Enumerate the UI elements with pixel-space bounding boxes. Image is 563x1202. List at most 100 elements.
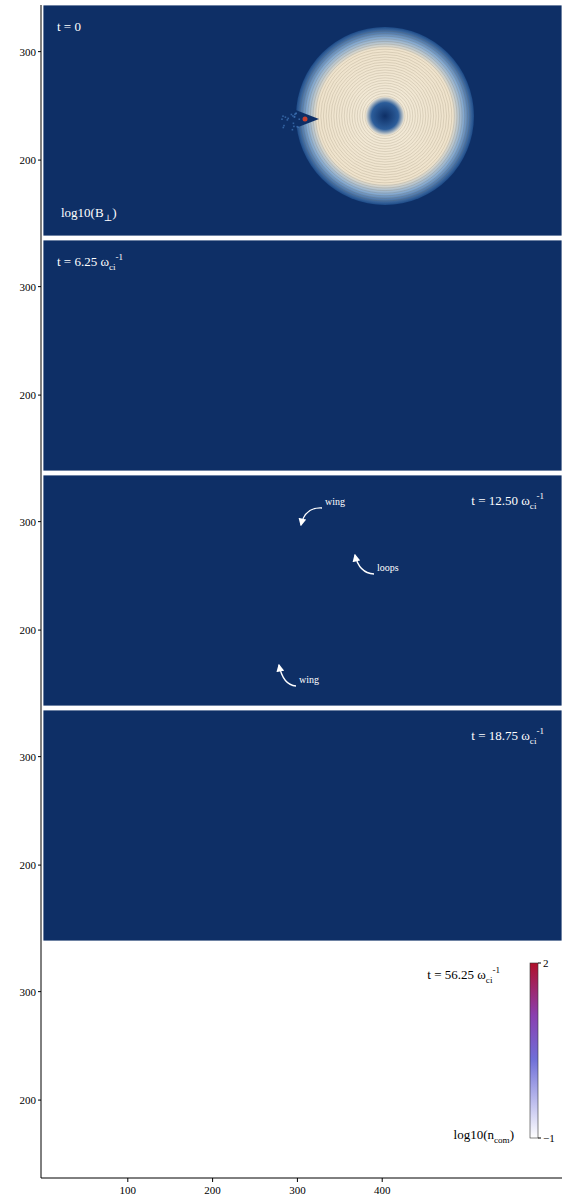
speckle	[283, 125, 285, 127]
label-text: t = 18.75 ω	[471, 728, 530, 743]
colorbar-tick-label: 2	[543, 957, 549, 969]
panel	[43, 5, 562, 236]
x-tick	[212, 1178, 213, 1182]
y-tick-label: 300	[20, 751, 37, 763]
panel-background	[43, 475, 562, 706]
annotation: wing	[325, 496, 345, 507]
annotation-arrow	[301, 508, 322, 525]
field-line	[360, 91, 410, 141]
panel	[43, 710, 562, 943]
field-line	[336, 67, 433, 164]
speckle	[291, 114, 293, 116]
speckle	[287, 119, 289, 121]
annotation: wing	[299, 674, 319, 685]
colorbar-tick-label: −1	[543, 1132, 555, 1144]
panel-background	[43, 5, 562, 236]
panel-border	[43, 710, 562, 941]
label-sup: -1	[536, 726, 544, 736]
label-sub: ci	[109, 262, 116, 272]
y-tick-label: 200	[20, 389, 37, 401]
colorbar-tick	[538, 1138, 541, 1139]
x-tick-label: 100	[120, 1184, 137, 1196]
panel-background	[43, 240, 562, 471]
field-line	[362, 93, 407, 138]
x-tick-label: 400	[374, 1184, 391, 1196]
field-line	[349, 80, 420, 151]
field-line	[310, 41, 459, 190]
label-text: t = 0	[57, 19, 81, 34]
notch-spot	[303, 117, 308, 122]
label: t = 12.50 ωci-1	[471, 491, 544, 511]
notch	[293, 109, 319, 129]
annotation-arrow	[279, 665, 296, 686]
speckle	[293, 123, 295, 125]
x-tick-label: 200	[204, 1184, 221, 1196]
field-line	[313, 44, 457, 188]
field-line	[305, 36, 465, 196]
label-sub: ci	[530, 501, 537, 511]
y-axis	[41, 5, 42, 1178]
label-text: log10(n	[454, 1127, 495, 1142]
label: t = 56.25 ωci-1	[427, 965, 500, 985]
label: log10(B⊥)	[61, 205, 117, 223]
speckle	[294, 114, 296, 116]
y-tick-label: 300	[20, 986, 37, 998]
speckle	[285, 116, 287, 118]
panel-background	[43, 945, 562, 1176]
annotation-arrow	[355, 555, 374, 574]
y-tick-label: 200	[20, 154, 37, 166]
label-text: t = 56.25 ω	[427, 967, 486, 982]
y-tick-label: 200	[20, 859, 37, 871]
label-sub: com	[494, 1135, 510, 1145]
field-line	[318, 49, 452, 183]
speckle	[292, 129, 294, 131]
field-line	[355, 86, 416, 147]
x-tick	[127, 1178, 128, 1182]
field-line	[316, 47, 455, 186]
panel-border	[43, 475, 562, 706]
panel	[43, 945, 562, 1176]
field-line	[329, 60, 442, 173]
figure: 200300t = 0log10(B⊥)200300t = 6.25 ωci-1…	[0, 0, 563, 1202]
speckle	[293, 126, 295, 128]
x-tick-label: 300	[289, 1184, 306, 1196]
label-text: t = 12.50 ω	[471, 493, 530, 508]
label-text: log10(B	[61, 205, 104, 220]
field-line	[352, 83, 418, 149]
field-line	[357, 88, 413, 144]
panel-background	[43, 710, 562, 941]
label-sub: ⊥	[104, 213, 113, 223]
field-line	[347, 78, 423, 154]
speckle	[294, 116, 296, 118]
speckle	[292, 115, 294, 117]
panel-border	[43, 240, 562, 471]
speckle	[299, 118, 301, 120]
label: t = 18.75 ωci-1	[471, 726, 544, 746]
speckle	[283, 127, 285, 129]
y-tick-label: 300	[20, 516, 37, 528]
field-line	[323, 54, 446, 177]
panel-border	[43, 5, 562, 236]
field-line	[303, 34, 468, 199]
x-tick	[382, 1178, 383, 1182]
colorbar-tick	[538, 963, 541, 964]
canvas: 200300t = 0log10(B⊥)200300t = 6.25 ωci-1…	[0, 0, 563, 1202]
field-line	[344, 75, 426, 157]
panel	[43, 240, 562, 471]
annotation: loops	[377, 562, 399, 573]
x-tick	[297, 1178, 298, 1182]
speckle	[282, 115, 284, 117]
label-sup: -1	[492, 965, 500, 975]
label: log10(ncom)	[454, 1127, 514, 1145]
speckle	[294, 116, 296, 118]
label: t = 0	[57, 19, 81, 34]
panel-image	[281, 27, 474, 205]
y-tick-label: 300	[20, 281, 37, 293]
field-line	[365, 96, 405, 136]
field-line	[342, 73, 429, 160]
field-line	[300, 31, 470, 201]
speckle	[287, 118, 289, 120]
panel	[43, 475, 562, 708]
field-line	[326, 57, 444, 175]
x-axis	[41, 1178, 562, 1179]
